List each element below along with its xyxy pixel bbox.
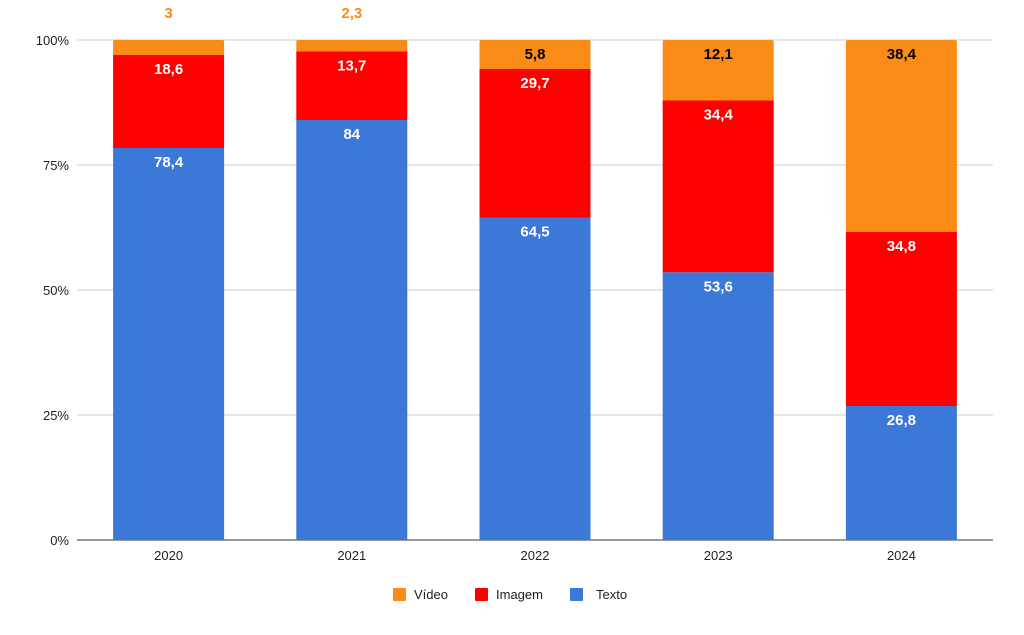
- bar-segment-vídeo: [479, 40, 591, 69]
- bar-segment-imagem: [662, 100, 774, 273]
- data-label: 34,8: [887, 238, 916, 255]
- data-label: 38,4: [887, 46, 917, 63]
- bar-segment-vídeo: [845, 40, 957, 232]
- y-tick-label: 100%: [36, 33, 70, 48]
- bar-segment-texto: [113, 148, 225, 540]
- data-label: 13,7: [337, 58, 366, 75]
- legend-swatch-2: [570, 588, 583, 601]
- data-label: 12,1: [704, 46, 733, 63]
- legend-label: Vídeo: [414, 587, 448, 602]
- legend-swatch-0: [393, 588, 406, 601]
- data-label: 64,5: [520, 224, 549, 241]
- data-label: 3: [164, 5, 172, 22]
- x-tick-label: 2023: [704, 548, 733, 563]
- data-label: 29,7: [520, 75, 549, 92]
- legend-label: Texto: [596, 587, 627, 602]
- bar-segment-texto: [479, 217, 591, 540]
- data-label: 2,3: [341, 5, 362, 22]
- x-tick-label: 2020: [154, 548, 183, 563]
- bar-segment-texto: [662, 272, 774, 540]
- x-tick-label: 2021: [337, 548, 366, 563]
- data-label: 78,4: [154, 154, 184, 171]
- y-tick-label: 75%: [43, 158, 69, 173]
- bar-segment-imagem: [479, 69, 591, 218]
- x-tick-label: 2024: [887, 548, 916, 563]
- y-tick-label: 50%: [43, 283, 69, 298]
- bar-segment-texto: [296, 120, 408, 540]
- data-label: 26,8: [887, 412, 916, 429]
- bar-segment-imagem: [845, 232, 957, 406]
- data-label: 34,4: [704, 106, 734, 123]
- legend-label: Imagem: [496, 587, 543, 602]
- data-label: 5,8: [525, 46, 546, 63]
- data-label: 84: [343, 126, 360, 143]
- legend-swatch-1: [475, 588, 488, 601]
- bar-segment-vídeo: [296, 40, 408, 52]
- data-label: 18,6: [154, 61, 183, 78]
- y-tick-label: 0%: [50, 533, 69, 548]
- bar-segment-vídeo: [113, 40, 225, 55]
- y-tick-label: 25%: [43, 408, 69, 423]
- bar-segment-texto: [845, 406, 957, 540]
- bar-segment-vídeo: [662, 40, 774, 101]
- x-tick-label: 2022: [521, 548, 550, 563]
- data-label: 53,6: [704, 278, 733, 295]
- bar-segment-imagem: [113, 55, 225, 148]
- bar-segment-imagem: [296, 51, 408, 120]
